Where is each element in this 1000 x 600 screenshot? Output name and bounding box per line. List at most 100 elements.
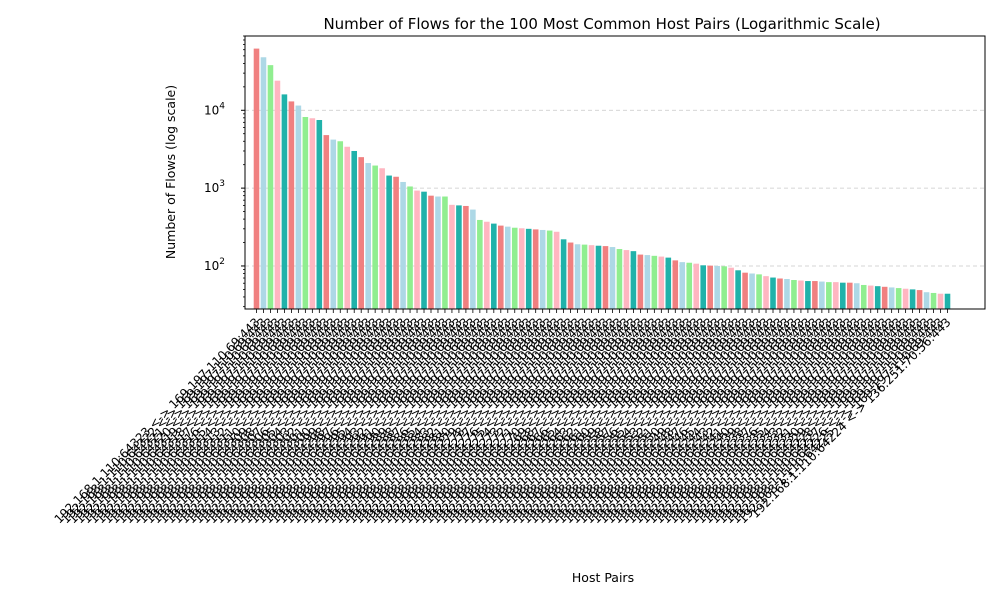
bar [791, 280, 797, 309]
bar [944, 293, 951, 309]
bar [700, 265, 706, 309]
bar [504, 226, 511, 309]
bar [937, 293, 944, 309]
bar [609, 247, 616, 309]
bar [581, 244, 588, 309]
bar [840, 282, 846, 309]
bar [874, 286, 881, 309]
bar [372, 165, 378, 309]
bar [267, 65, 274, 309]
y-tick-label: 104 [204, 101, 225, 117]
bar [637, 254, 644, 309]
bar [470, 209, 476, 309]
bar [574, 244, 581, 309]
bar [484, 221, 490, 309]
bar [421, 191, 427, 309]
bar [309, 118, 316, 310]
bar [442, 196, 448, 309]
bar [763, 276, 769, 309]
bar [888, 287, 895, 309]
bar [756, 274, 762, 309]
bar [358, 157, 364, 309]
bar [539, 229, 546, 309]
bar [337, 141, 344, 309]
bar [456, 205, 462, 309]
bar [930, 292, 937, 309]
bar [833, 282, 839, 309]
bar [511, 227, 518, 309]
bar [749, 273, 755, 309]
y-tick-label: 102 [204, 257, 225, 273]
y-axis-label: Number of Flows (log scale) [163, 85, 178, 259]
bar [826, 282, 832, 309]
y-tick-label: 103 [204, 179, 225, 195]
bar [798, 280, 804, 309]
bar [895, 288, 902, 309]
bar [881, 286, 888, 309]
bar [414, 190, 420, 309]
bar [679, 262, 686, 309]
bar [344, 146, 351, 309]
y-axis-ticks: 102 103 104 [204, 35, 245, 308]
bar [351, 150, 358, 309]
bar [602, 246, 609, 309]
bar [916, 290, 923, 309]
bar [902, 288, 909, 309]
bar [860, 284, 867, 309]
chart-title: Number of Flows for the 100 Most Common … [323, 15, 880, 33]
bar [379, 168, 385, 309]
bar [253, 48, 260, 309]
bar [393, 176, 399, 309]
bar [295, 105, 302, 309]
bar [288, 101, 295, 309]
bar [693, 263, 700, 309]
bar [546, 230, 553, 309]
bar [260, 57, 267, 309]
bar [867, 285, 874, 309]
bar [449, 204, 455, 309]
bar [846, 282, 853, 309]
bar [400, 181, 406, 309]
bar [853, 283, 860, 309]
bar [770, 277, 776, 309]
bar [477, 219, 483, 309]
bars [253, 48, 951, 310]
bar [281, 94, 288, 310]
bar [805, 281, 811, 309]
bar [330, 139, 337, 309]
bar [525, 228, 532, 309]
bar [777, 278, 783, 309]
bar [532, 229, 539, 309]
bar [435, 196, 441, 309]
bar [386, 175, 392, 309]
bar [658, 256, 665, 309]
bar [560, 239, 567, 309]
bar [784, 279, 790, 309]
bar [428, 195, 434, 309]
x-axis-label: Host Pairs [572, 570, 634, 585]
bar [735, 270, 741, 309]
x-axis-ticks: 192.168.1.110:64323 <-> 169.197.110.69:4… [52, 309, 954, 526]
bar [595, 245, 602, 309]
bar [742, 272, 748, 309]
bar [518, 228, 525, 309]
bar [302, 116, 309, 309]
bar [630, 251, 637, 309]
bar [672, 260, 679, 309]
bar [567, 242, 574, 309]
bar [491, 223, 497, 309]
bar [665, 257, 672, 309]
plot-area-frame [244, 35, 986, 310]
bar [909, 289, 916, 309]
bar [274, 80, 281, 309]
grid-lines [245, 109, 985, 267]
bar [714, 265, 720, 309]
bar [463, 205, 469, 309]
bar [686, 262, 693, 309]
bar [498, 225, 504, 309]
bar [812, 281, 818, 309]
bar [728, 267, 734, 309]
bar [707, 265, 713, 309]
bar [323, 135, 330, 309]
